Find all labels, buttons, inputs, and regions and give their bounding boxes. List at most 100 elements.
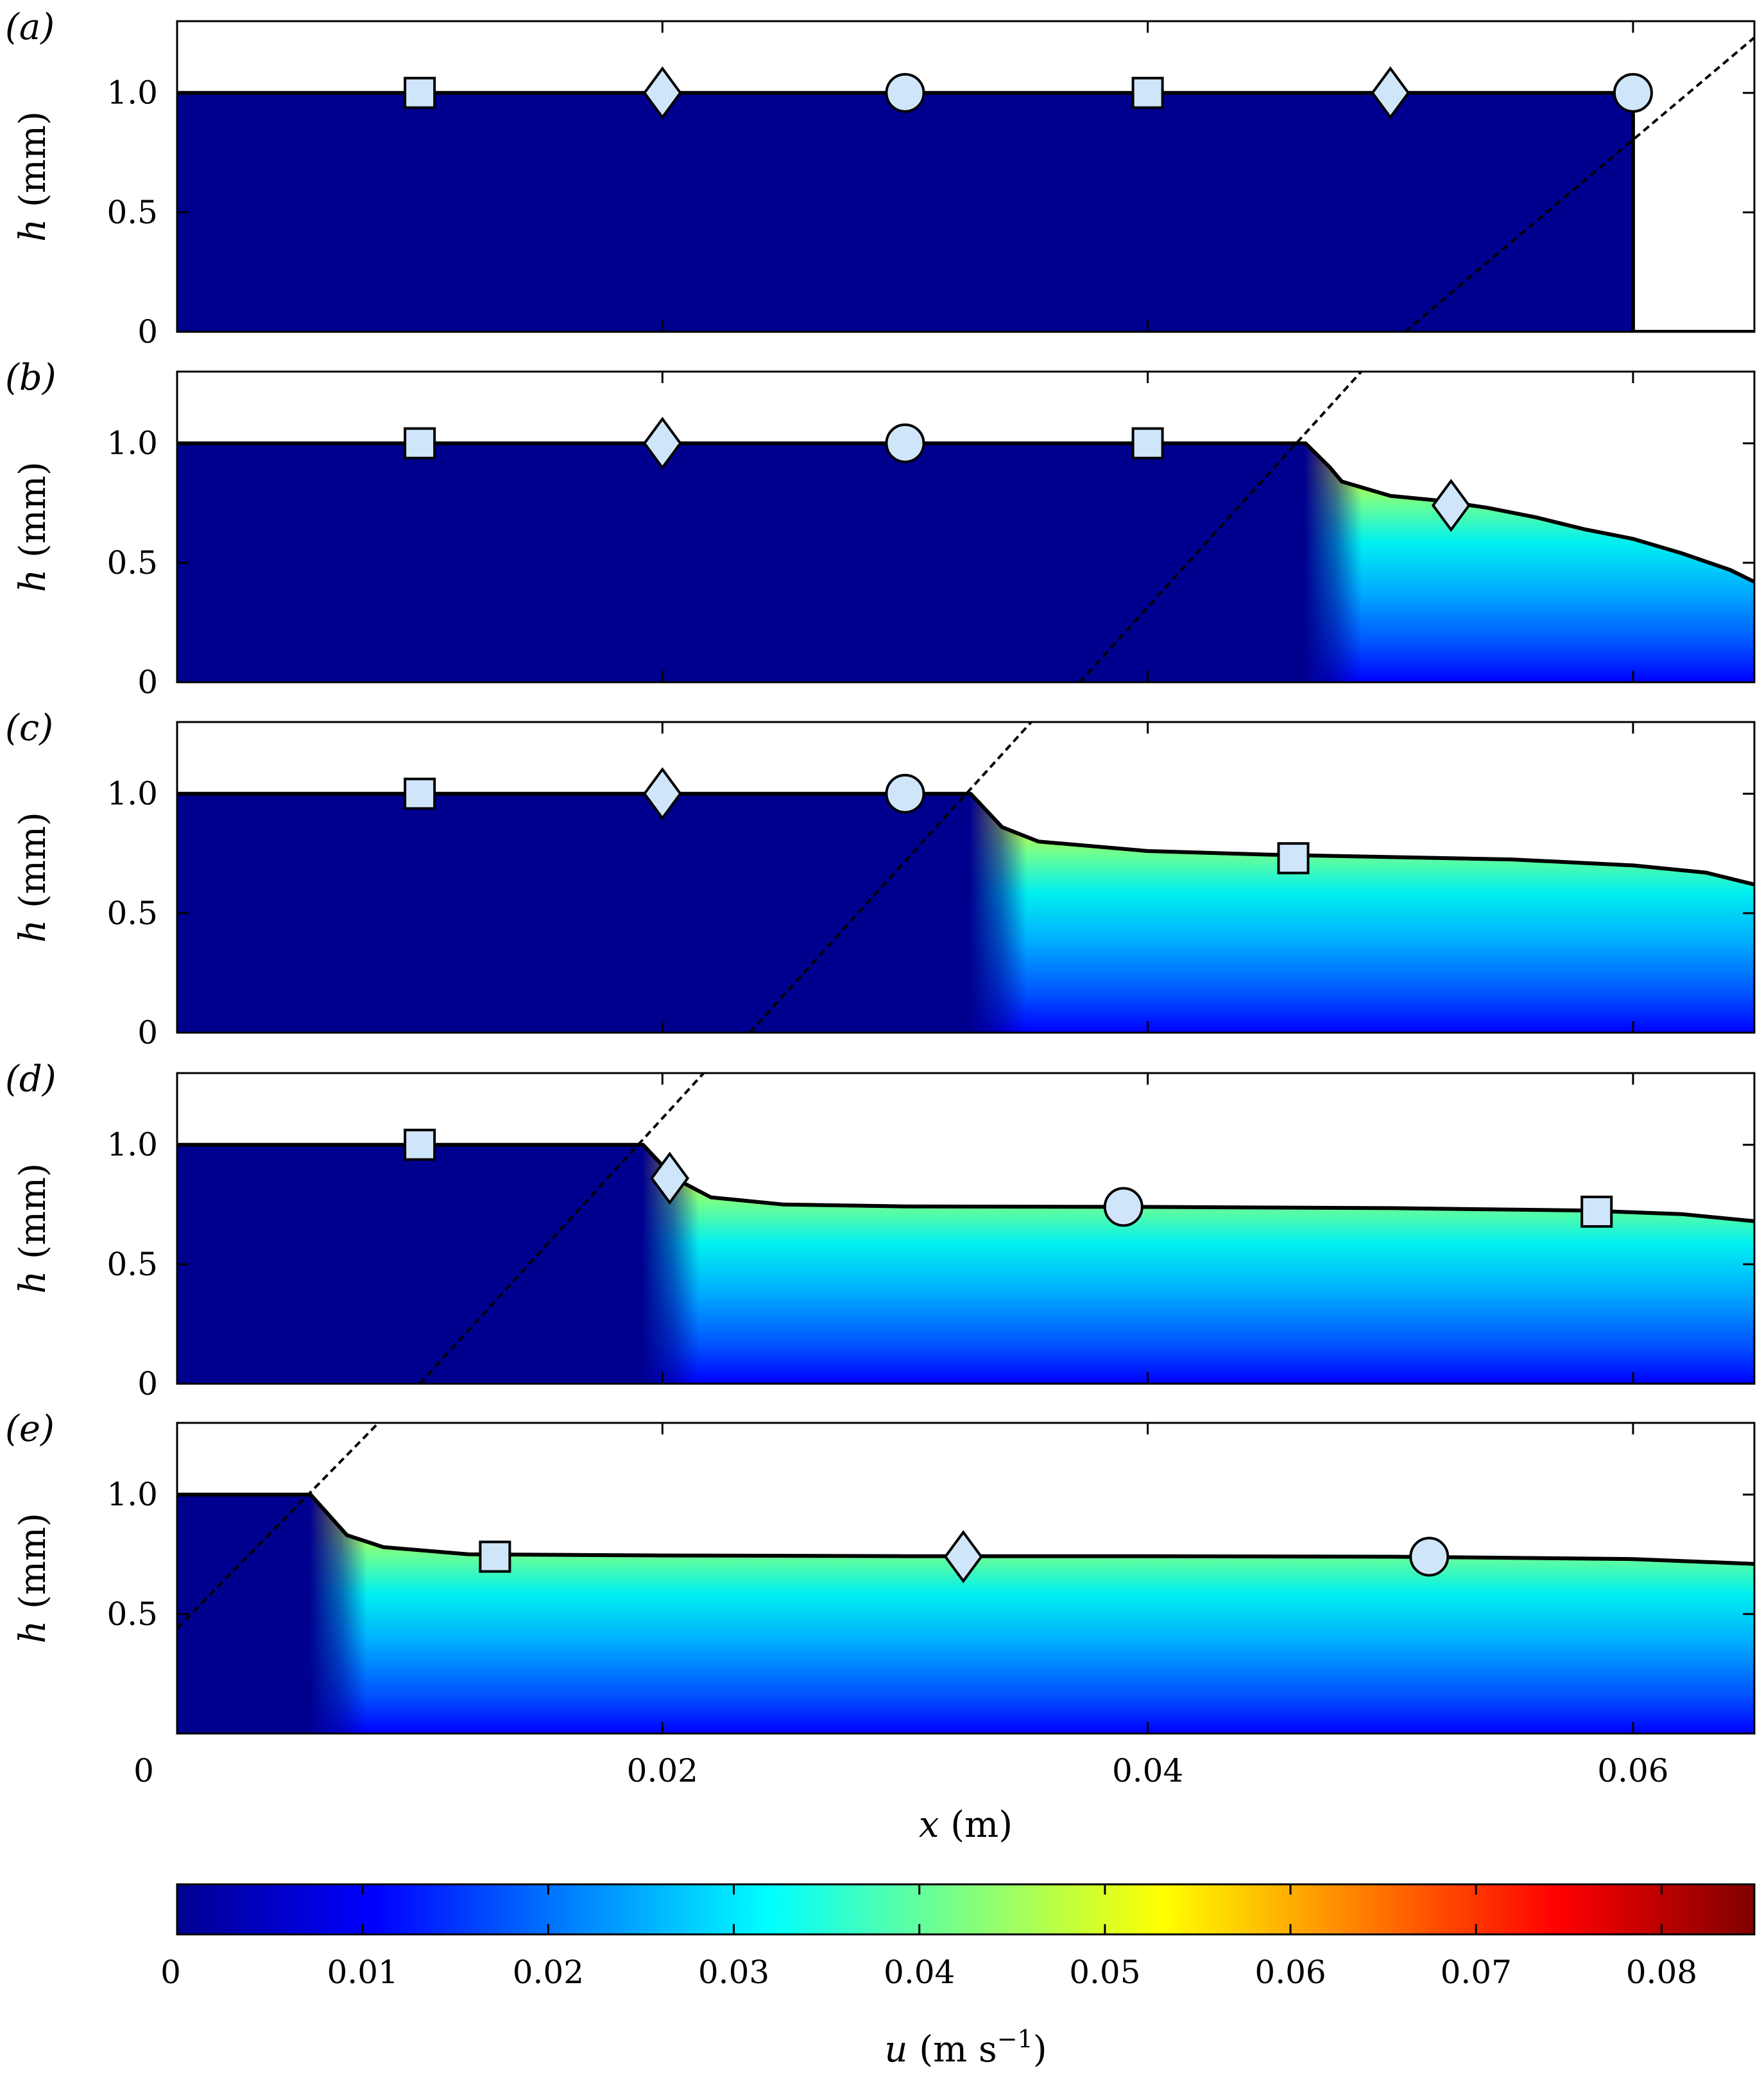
x-tick-label: 0 [133, 1752, 154, 1789]
y-axis-label: h (mm) [12, 1163, 54, 1294]
colorbar-tick-label: 0.04 [884, 1954, 955, 1991]
marker-square [1131, 427, 1164, 460]
colorbar-label-var: u [884, 2029, 907, 2070]
panels: 0 0.5 1.0 h (mm) (a) 0 0.5 1.0 h (mm) (b) 0 0.5 1.0 h… [5, 6, 1756, 1735]
y-axis-label: h (mm) [12, 812, 54, 943]
panel-1: 0 0.5 1.0 h (mm) (b) [5, 357, 1756, 701]
y-axis-label-var: h [12, 219, 54, 242]
colorbar-label: u (m s−1) [884, 2025, 1047, 2070]
x-axis-label-unit: (m) [939, 1804, 1013, 1846]
y-axis-label-var: h [12, 920, 54, 943]
marker-diamond [650, 1151, 690, 1205]
y-tick-label: 0 [137, 664, 158, 701]
y-tick-label: 1.0 [107, 1476, 158, 1513]
marker-square [1580, 1195, 1613, 1228]
y-tick-label: 0.5 [107, 1246, 158, 1283]
marker-square [404, 427, 436, 460]
marker-diamond [642, 767, 682, 821]
marker-circle [1409, 1536, 1450, 1577]
panel-label: (c) [5, 707, 53, 749]
marker-circle [885, 73, 925, 113]
marker-diamond [642, 417, 682, 470]
x-axis: x (m) 0 0.02 0.04 0.06 [133, 1752, 1668, 1846]
transition-zone [969, 793, 1027, 1033]
colorbar-tick-label: 0.07 [1441, 1954, 1512, 1991]
y-axis-label: h (mm) [12, 111, 54, 242]
marker-circle [885, 773, 925, 814]
y-axis-label-unit: (mm) [12, 461, 54, 569]
y-tick-label: 1.0 [107, 1126, 158, 1164]
characteristic-line [418, 1073, 705, 1384]
y-tick-label: 0.5 [107, 544, 158, 581]
x-axis-label-var: x [919, 1804, 939, 1846]
transition-zone [309, 1494, 367, 1734]
colorbar-bar [176, 1883, 1756, 1936]
marker-diamond [1371, 66, 1410, 120]
panel-frame [176, 1072, 1756, 1385]
transition-zone [1304, 443, 1362, 682]
y-tick-label: 1.0 [107, 775, 158, 813]
colorbar-label-close: ) [1033, 2029, 1047, 2070]
reservoir-region [177, 1144, 644, 1384]
colorbar-label-exp: −1 [997, 2025, 1033, 2053]
panel-label: (d) [5, 1058, 56, 1100]
characteristic-line [748, 722, 1032, 1033]
x-axis-label: x (m) [919, 1804, 1013, 1846]
panel-4: 0.5 1.0 h (mm) (e) [5, 1408, 1756, 1735]
y-axis-label-unit: (mm) [12, 111, 54, 219]
colorbar-tick-label: 0.06 [1254, 1954, 1326, 1991]
marker-square [1277, 842, 1310, 875]
marker-square [404, 1128, 436, 1161]
colorbar-tick-label: 0.05 [1069, 1954, 1140, 1991]
y-axis-label: h (mm) [12, 1513, 54, 1644]
fluid-region [177, 92, 1754, 332]
y-tick-label: 0.5 [107, 194, 158, 231]
characteristic-line [177, 1423, 380, 1630]
panel-label: (b) [5, 357, 56, 399]
free-surface-line [177, 441, 1754, 584]
marker-square [1131, 76, 1164, 109]
marker-circle [1103, 1187, 1143, 1227]
colorbar-label-unit: (m s [907, 2029, 997, 2070]
y-axis-label-var: h [12, 569, 54, 592]
y-axis-label: h (mm) [12, 461, 54, 592]
reservoir-region [177, 1494, 311, 1734]
free-surface-line [177, 791, 1754, 887]
marker-square [404, 76, 436, 109]
fluid-region [177, 1144, 1754, 1384]
colorbar: 0 0.01 0.02 0.03 0.04 0.05 0.06 0.07 0.08 [160, 1883, 1756, 1991]
panel-2: 0 0.5 1.0 h (mm) (c) [5, 707, 1756, 1051]
y-tick-label: 1.0 [107, 425, 158, 462]
y-tick-label: 1.0 [107, 74, 158, 112]
panel-frame [176, 1422, 1756, 1735]
colorbar-tick-label: 0.08 [1626, 1954, 1697, 1991]
y-axis-label-var: h [12, 1271, 54, 1294]
marker-diamond [943, 1530, 983, 1583]
marker-diamond [1431, 479, 1471, 532]
y-tick-label: 0 [137, 313, 158, 350]
panel-label: (e) [5, 1408, 55, 1450]
transition-zone [642, 1144, 700, 1384]
x-tick-label: 0.06 [1597, 1752, 1668, 1789]
panel-frame [176, 721, 1756, 1034]
marker-circle [885, 423, 925, 463]
panel-0: 0 0.5 1.0 h (mm) (a) [5, 6, 1756, 350]
reservoir-region [177, 92, 1633, 332]
marker-square [404, 777, 436, 810]
x-tick-label: 0.02 [627, 1752, 698, 1789]
colorbar-tick-label: 0 [160, 1954, 181, 1991]
y-tick-label: 0.5 [107, 1596, 158, 1633]
fluid-region [177, 443, 1754, 682]
panel-3: 0 0.5 1.0 h (mm) (d) [5, 1058, 1756, 1402]
free-surface-line [177, 1492, 1754, 1566]
colorbar-tick-label: 0.02 [513, 1954, 584, 1991]
marker-circle [1613, 73, 1653, 113]
characteristic-line [1079, 372, 1362, 682]
reservoir-region [177, 793, 971, 1033]
marker-diamond [642, 66, 682, 120]
fluid-region [177, 793, 1754, 1033]
colorbar-tick-label: 0.03 [698, 1954, 769, 1991]
y-axis-label-unit: (mm) [12, 812, 54, 920]
colorbar-tick-label: 0.01 [327, 1954, 398, 1991]
